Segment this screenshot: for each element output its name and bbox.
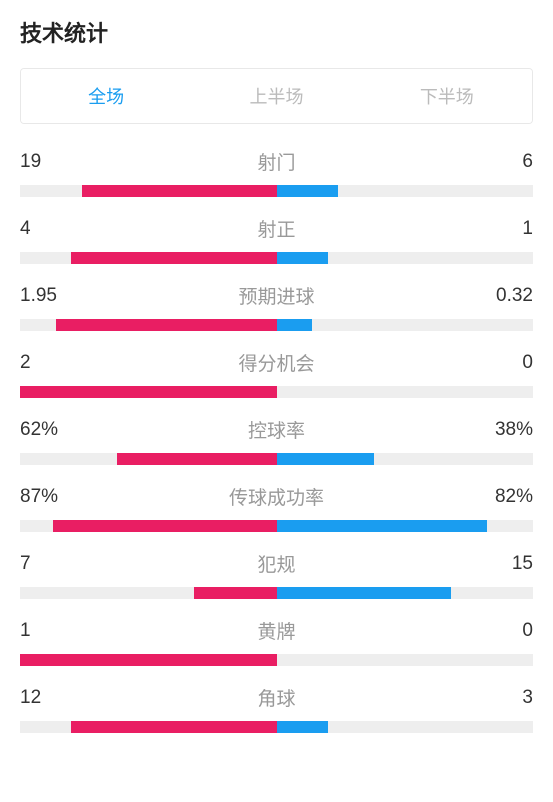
stat-labels: 7犯规15 [20, 550, 533, 577]
stat-bar-left-fill [20, 654, 277, 666]
stat-labels: 62%控球率38% [20, 416, 533, 443]
stat-row: 7犯规15 [20, 550, 533, 599]
stat-bar-left-fill [53, 520, 276, 532]
stat-bar-left-track [20, 252, 277, 264]
stat-bar-right-track [277, 654, 534, 666]
stat-bar-left-fill [117, 453, 276, 465]
stat-bar-right-track [277, 721, 534, 733]
stat-bar [20, 252, 533, 264]
stat-bar-left-track [20, 319, 277, 331]
stat-name: 射正 [70, 215, 483, 242]
stat-bar-right-track [277, 520, 534, 532]
stat-bar-right-fill [277, 587, 451, 599]
stat-bar-left-track [20, 721, 277, 733]
stat-bar-right-fill [277, 721, 328, 733]
stat-bar-right-fill [277, 252, 328, 264]
stat-bar [20, 654, 533, 666]
stat-bar-left-fill [71, 721, 276, 733]
stat-value-right: 15 [483, 553, 533, 575]
stat-labels: 4射正1 [20, 215, 533, 242]
stat-bar [20, 587, 533, 599]
stat-bar-right-fill [277, 185, 339, 197]
tab-second-half[interactable]: 下半场 [362, 69, 532, 123]
stat-row: 2得分机会0 [20, 349, 533, 398]
stat-value-right: 6 [483, 151, 533, 173]
stat-name: 得分机会 [70, 349, 483, 376]
stat-bar-left-track [20, 453, 277, 465]
stat-value-left: 1 [20, 620, 70, 642]
stat-bar-right-fill [277, 319, 313, 331]
stat-bar-right-track [277, 185, 534, 197]
stat-name: 黄牌 [70, 617, 483, 644]
stat-bar-left-fill [194, 587, 276, 599]
stat-name: 预期进球 [70, 282, 483, 309]
stat-labels: 1.95预期进球0.32 [20, 282, 533, 309]
stat-row: 19射门6 [20, 148, 533, 197]
stats-container: 技术统计 全场 上半场 下半场 19射门64射正11.95预期进球0.322得分… [0, 0, 553, 767]
stat-value-right: 3 [483, 687, 533, 709]
stat-bar-left-fill [71, 252, 276, 264]
stat-bar [20, 319, 533, 331]
stat-bar-left-fill [56, 319, 277, 331]
stat-row: 12角球3 [20, 684, 533, 733]
page-title: 技术统计 [20, 16, 533, 48]
stat-value-right: 38% [483, 419, 533, 441]
stat-bar-left-fill [20, 386, 277, 398]
stat-labels: 2得分机会0 [20, 349, 533, 376]
period-tabs: 全场 上半场 下半场 [20, 68, 533, 124]
stat-bar [20, 721, 533, 733]
stat-name: 角球 [70, 684, 483, 711]
stat-bar-left-track [20, 520, 277, 532]
stat-bar-left-fill [82, 185, 277, 197]
stat-row: 62%控球率38% [20, 416, 533, 465]
stat-bar [20, 185, 533, 197]
stat-value-left: 19 [20, 151, 70, 173]
stat-bar-right-track [277, 386, 534, 398]
stat-value-right: 1 [483, 218, 533, 240]
stat-value-left: 2 [20, 352, 70, 374]
stat-value-left: 87% [20, 486, 70, 508]
stat-bar-right-track [277, 319, 534, 331]
stat-labels: 19射门6 [20, 148, 533, 175]
stat-value-right: 82% [483, 486, 533, 508]
stat-bar-left-track [20, 587, 277, 599]
stat-bar-left-track [20, 386, 277, 398]
stat-row: 1.95预期进球0.32 [20, 282, 533, 331]
stat-bar-right-track [277, 453, 534, 465]
stat-bar-left-track [20, 185, 277, 197]
stat-labels: 12角球3 [20, 684, 533, 711]
stat-labels: 87%传球成功率82% [20, 483, 533, 510]
stat-bar-left-track [20, 654, 277, 666]
stat-value-right: 0.32 [483, 285, 533, 307]
stat-name: 射门 [70, 148, 483, 175]
stat-name: 犯规 [70, 550, 483, 577]
stat-value-right: 0 [483, 620, 533, 642]
stat-value-right: 0 [483, 352, 533, 374]
stat-bar [20, 386, 533, 398]
stat-value-left: 12 [20, 687, 70, 709]
stat-labels: 1黄牌0 [20, 617, 533, 644]
stat-row: 4射正1 [20, 215, 533, 264]
stat-value-left: 1.95 [20, 285, 70, 307]
stat-value-left: 62% [20, 419, 70, 441]
stat-bar-right-track [277, 252, 534, 264]
tab-full-match[interactable]: 全场 [21, 69, 191, 123]
stat-name: 传球成功率 [70, 483, 483, 510]
stat-bar [20, 453, 533, 465]
stats-list: 19射门64射正11.95预期进球0.322得分机会062%控球率38%87%传… [20, 148, 533, 733]
stat-value-left: 4 [20, 218, 70, 240]
stat-row: 1黄牌0 [20, 617, 533, 666]
stat-bar [20, 520, 533, 532]
stat-name: 控球率 [70, 416, 483, 443]
stat-bar-right-fill [277, 453, 374, 465]
tab-first-half[interactable]: 上半场 [191, 69, 361, 123]
stat-value-left: 7 [20, 553, 70, 575]
stat-row: 87%传球成功率82% [20, 483, 533, 532]
stat-bar-right-fill [277, 520, 487, 532]
stat-bar-right-track [277, 587, 534, 599]
